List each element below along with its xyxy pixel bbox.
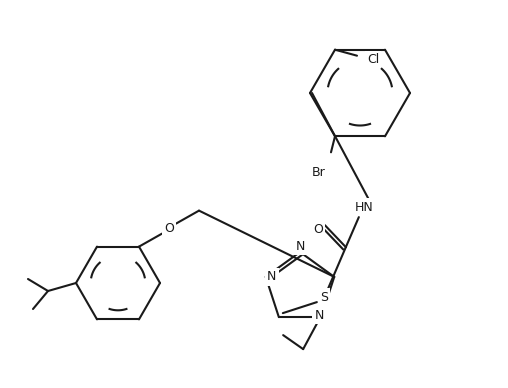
Text: N: N xyxy=(267,270,276,283)
Text: S: S xyxy=(320,291,328,304)
Text: O: O xyxy=(313,223,323,236)
Text: N: N xyxy=(295,239,305,253)
Text: Cl: Cl xyxy=(367,53,379,66)
Text: Br: Br xyxy=(312,166,326,179)
Text: HN: HN xyxy=(355,201,373,214)
Text: N: N xyxy=(314,308,324,322)
Text: O: O xyxy=(164,222,174,235)
